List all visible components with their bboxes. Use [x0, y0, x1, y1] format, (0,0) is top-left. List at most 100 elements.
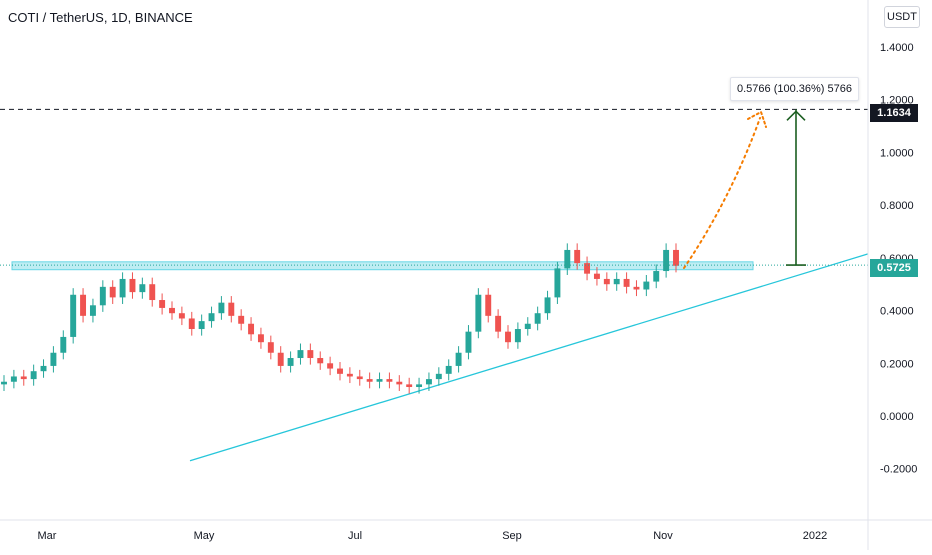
candle-body — [514, 329, 521, 343]
candle-body — [99, 286, 106, 306]
candle-body — [455, 352, 462, 366]
candle-body — [169, 307, 175, 314]
candle-body — [643, 281, 650, 290]
projection-arrow-head — [747, 110, 767, 128]
candle-body — [435, 373, 442, 380]
y-tick-label: 0.4000 — [880, 306, 914, 318]
candle-body — [188, 318, 195, 330]
candle-body — [356, 376, 363, 380]
candle-body — [475, 294, 482, 332]
candle-body — [198, 321, 205, 330]
candle-body — [159, 300, 166, 308]
candle-body — [386, 379, 393, 382]
candle-body — [366, 379, 373, 382]
candle-body — [1, 381, 7, 385]
candle-body — [287, 358, 294, 366]
y-tick-label: 1.4000 — [880, 42, 914, 54]
candle-body — [663, 249, 670, 272]
y-tick-label: 0.8000 — [880, 200, 914, 212]
x-tick-label: Mar — [38, 530, 57, 542]
candle-body — [149, 284, 156, 301]
x-tick-label: Nov — [653, 530, 673, 542]
candle-body — [119, 278, 126, 298]
support-trendline — [189, 253, 869, 462]
candle-body — [89, 305, 96, 316]
last-price-badge: 0.5725 — [870, 259, 918, 277]
candle-body — [416, 384, 423, 388]
candle-body — [376, 379, 383, 382]
x-tick-label: May — [194, 530, 215, 542]
y-tick-label: 1.0000 — [880, 147, 914, 159]
candle-body — [406, 384, 413, 388]
candles-layer — [1, 243, 679, 394]
x-tick-label: 2022 — [803, 530, 827, 542]
candle-body — [327, 363, 334, 369]
candle-body — [603, 278, 610, 285]
candle-body — [307, 350, 314, 359]
candle-body — [20, 376, 27, 380]
candle-body — [534, 313, 541, 324]
candle-body — [544, 297, 551, 314]
y-tick-label: 1.2000 — [880, 95, 914, 107]
candle-body — [653, 271, 660, 282]
resistance-zone — [11, 261, 754, 271]
y-tick-label: 0.2000 — [880, 358, 914, 370]
candle-body — [70, 294, 77, 337]
target-price-badge: 1.1634 — [870, 104, 918, 122]
candle-body — [40, 365, 47, 372]
symbol-title: COTI / TetherUS, 1D, BINANCE — [8, 10, 193, 25]
currency-button[interactable]: USDT — [884, 6, 920, 28]
candle-body — [673, 249, 679, 266]
measure-tooltip: 0.5766 (100.36%) 5766 — [730, 77, 859, 101]
candle-body — [613, 278, 620, 285]
candle-body — [425, 379, 432, 385]
candle-body — [623, 278, 630, 287]
y-tick-label: 0.0000 — [880, 411, 914, 423]
y-tick-label: -0.2000 — [880, 464, 917, 476]
candle-body — [465, 331, 472, 353]
candle-body — [218, 302, 225, 314]
candle-body — [584, 263, 591, 274]
candle-body — [80, 294, 87, 316]
candle-body — [228, 302, 235, 316]
candle-body — [485, 294, 492, 316]
candle-body — [139, 284, 146, 293]
candle-body — [238, 315, 245, 324]
candle-body — [574, 249, 581, 264]
candle-body — [317, 358, 324, 364]
candle-body — [396, 381, 403, 385]
candle-body — [564, 249, 571, 269]
candle-body — [10, 376, 17, 382]
overlay-layer — [0, 108, 868, 269]
candle-body — [337, 368, 343, 374]
x-tick-label: Jul — [348, 530, 362, 542]
candle-body — [178, 313, 185, 319]
candle-body — [109, 286, 116, 298]
trendline-layer — [189, 253, 869, 462]
candle-body — [633, 286, 640, 290]
candle-body — [495, 315, 502, 332]
candle-body — [593, 273, 600, 279]
candle-body — [50, 352, 57, 366]
candle-body — [60, 336, 67, 353]
candle-body — [505, 331, 511, 343]
candle-body — [277, 352, 284, 366]
candle-body — [445, 365, 452, 374]
resistance-zone-layer — [11, 261, 754, 271]
candle-body — [208, 313, 215, 322]
candle-body — [267, 342, 274, 353]
measure-arrow-head — [786, 110, 806, 121]
candle-body — [30, 371, 37, 380]
x-tick-label: Sep — [502, 530, 522, 542]
candle-body — [297, 350, 304, 359]
candle-body — [554, 268, 561, 298]
candle-body — [248, 323, 255, 335]
projection-path — [683, 117, 761, 269]
candle-body — [346, 373, 353, 377]
candle-body — [129, 278, 136, 293]
candle-body — [257, 334, 264, 343]
candle-body — [524, 323, 531, 330]
